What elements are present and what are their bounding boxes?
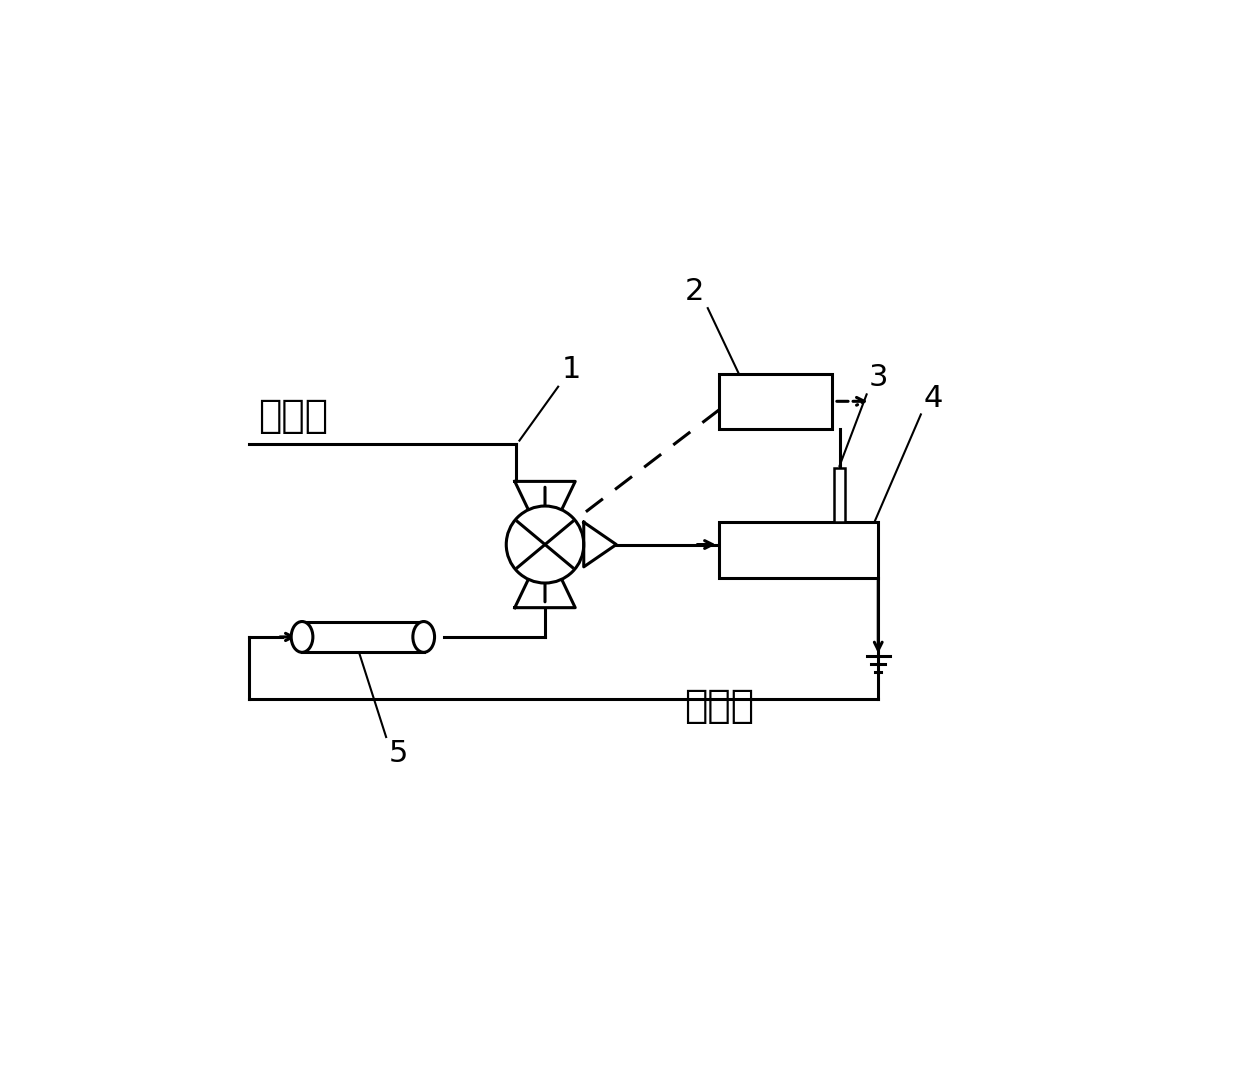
Text: 3: 3	[869, 363, 888, 392]
Text: 回流水: 回流水	[684, 688, 755, 725]
Text: 1: 1	[562, 355, 581, 384]
Text: 2: 2	[684, 277, 704, 306]
Bar	[834, 467, 844, 522]
Text: 冷却水: 冷却水	[258, 397, 329, 436]
Bar	[302, 621, 423, 652]
Text: 4: 4	[924, 384, 942, 413]
Text: 5: 5	[388, 738, 408, 768]
Bar	[719, 522, 878, 578]
Ellipse shape	[413, 621, 435, 652]
Circle shape	[507, 506, 583, 583]
Polygon shape	[515, 545, 576, 607]
Ellipse shape	[291, 621, 312, 652]
Polygon shape	[583, 522, 616, 567]
Bar	[719, 373, 832, 429]
Polygon shape	[515, 482, 576, 545]
